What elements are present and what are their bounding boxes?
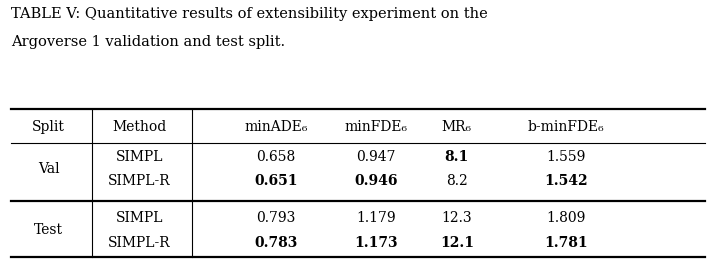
Text: 1.809: 1.809 xyxy=(546,211,585,225)
Text: 8.1: 8.1 xyxy=(445,150,469,164)
Text: 1.173: 1.173 xyxy=(354,236,397,250)
Text: minADE₆: minADE₆ xyxy=(244,120,307,134)
Text: MR₆: MR₆ xyxy=(442,120,472,134)
Text: Val: Val xyxy=(38,162,59,176)
Text: Test: Test xyxy=(34,224,63,237)
Text: minFDE₆: minFDE₆ xyxy=(344,120,407,134)
Text: 1.781: 1.781 xyxy=(544,236,587,250)
Text: 8.2: 8.2 xyxy=(446,174,468,188)
Text: Argoverse 1 validation and test split.: Argoverse 1 validation and test split. xyxy=(11,35,285,49)
Text: SIMPL-R: SIMPL-R xyxy=(108,236,171,250)
Text: Method: Method xyxy=(112,120,167,134)
Text: b-minFDE₆: b-minFDE₆ xyxy=(527,120,604,134)
Text: 12.1: 12.1 xyxy=(440,236,474,250)
Text: 1.179: 1.179 xyxy=(356,211,396,225)
Text: TABLE V: Quantitative results of extensibility experiment on the: TABLE V: Quantitative results of extensi… xyxy=(11,7,488,21)
Text: 0.793: 0.793 xyxy=(256,211,295,225)
Text: 0.783: 0.783 xyxy=(254,236,297,250)
Text: SIMPL: SIMPL xyxy=(116,150,163,164)
Text: 0.651: 0.651 xyxy=(254,174,297,188)
Text: 0.946: 0.946 xyxy=(354,174,397,188)
Text: 1.559: 1.559 xyxy=(546,150,585,164)
Text: 0.658: 0.658 xyxy=(256,150,295,164)
Text: SIMPL: SIMPL xyxy=(116,211,163,225)
Text: Split: Split xyxy=(32,120,65,134)
Text: 1.542: 1.542 xyxy=(544,174,587,188)
Text: 0.947: 0.947 xyxy=(356,150,396,164)
Text: 12.3: 12.3 xyxy=(442,211,472,225)
Text: SIMPL-R: SIMPL-R xyxy=(108,174,171,188)
